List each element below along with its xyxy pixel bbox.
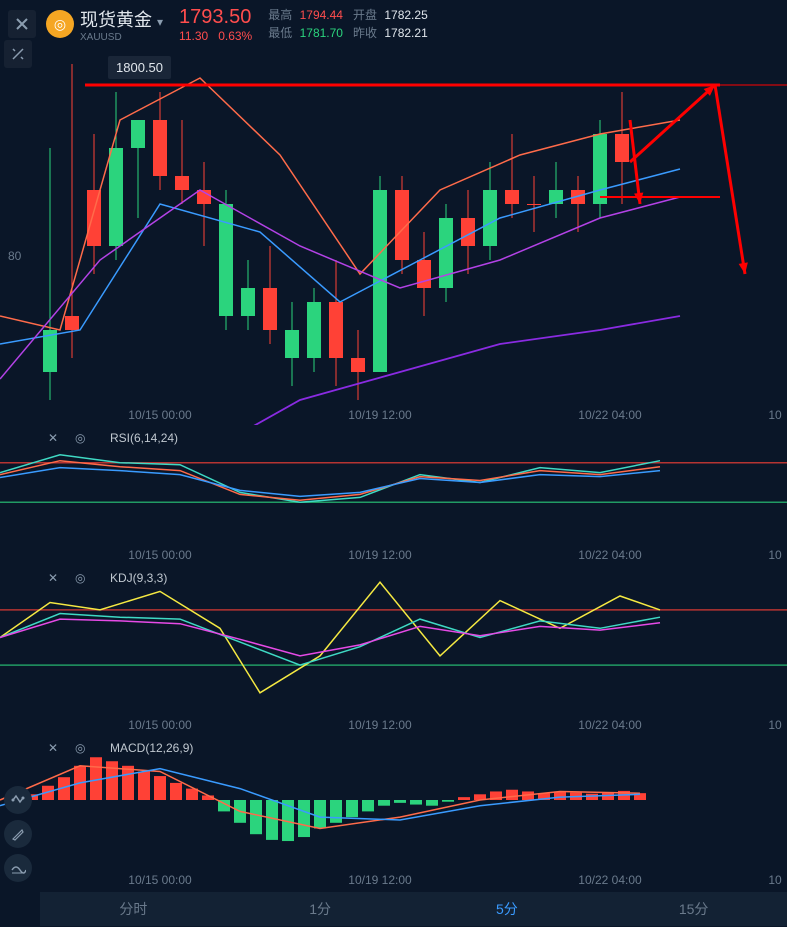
draw-tool-icon[interactable] [4, 820, 32, 848]
prev-value: 1782.21 [384, 26, 427, 40]
chart-type-tool-icon[interactable] [4, 854, 32, 882]
timeframe-bar: 分时 1分 5分 15分 [40, 892, 787, 926]
svg-text:10: 10 [768, 873, 782, 887]
prev-label: 昨收 [353, 26, 377, 40]
rsi-label: RSI(6,14,24) [110, 431, 178, 445]
macd-close-icon[interactable]: ✕ [48, 741, 58, 755]
symbol-icon: ◎ [46, 10, 74, 38]
svg-text:10/22 04:00: 10/22 04:00 [578, 718, 642, 732]
svg-text:10/19 12:00: 10/19 12:00 [348, 873, 412, 887]
svg-text:10: 10 [768, 548, 782, 562]
macd-panel[interactable]: 10/15 00:0010/19 12:0010/22 04:0010 ✕ ◎ … [0, 735, 787, 890]
svg-text:10/22 04:00: 10/22 04:00 [578, 548, 642, 562]
svg-text:10/15 00:00: 10/15 00:00 [128, 408, 192, 422]
svg-text:10/22 04:00: 10/22 04:00 [578, 873, 642, 887]
high-value: 1794.44 [300, 8, 343, 22]
svg-text:80: 80 [8, 249, 22, 263]
kdj-close-icon[interactable]: ✕ [48, 571, 58, 585]
crosshair-icon[interactable] [4, 40, 32, 68]
last-price: 1793.50 [179, 6, 252, 29]
high-label: 最高 [268, 8, 292, 22]
svg-text:10/15 00:00: 10/15 00:00 [128, 873, 192, 887]
svg-text:10/15 00:00: 10/15 00:00 [128, 548, 192, 562]
ohlc-stats: 最高 1794.44 开盘 1782.25 最低 1781.70 昨收 1782… [268, 6, 428, 42]
price-block: 1793.50 11.30 0.63% [179, 6, 252, 43]
kdj-label: KDJ(9,3,3) [110, 571, 167, 585]
indicators-tool-icon[interactable] [4, 786, 32, 814]
rsi-settings-icon[interactable]: ◎ [75, 431, 85, 445]
svg-text:10/22 04:00: 10/22 04:00 [578, 408, 642, 422]
macd-label: MACD(12,26,9) [110, 741, 193, 755]
svg-text:10: 10 [768, 718, 782, 732]
main-chart-panel[interactable]: 80 10/15 00:00 10/19 12:00 10/22 04:00 10 [0, 50, 787, 425]
open-label: 开盘 [353, 8, 377, 22]
kdj-settings-icon[interactable]: ◎ [75, 571, 85, 585]
price-change: 11.30 [179, 29, 208, 43]
low-label: 最低 [268, 26, 292, 40]
price-change-pct: 0.63% [218, 29, 252, 43]
tf-tick[interactable]: 分时 [40, 891, 227, 927]
symbol-title-block[interactable]: 现货黄金 ▾ XAUUSD [80, 6, 163, 43]
svg-text:10/15 00:00: 10/15 00:00 [128, 718, 192, 732]
rsi-panel[interactable]: 10/15 00:0010/19 12:0010/22 04:0010 ✕ ◎ … [0, 425, 787, 565]
svg-text:10/19 12:00: 10/19 12:00 [348, 718, 412, 732]
tf-15min[interactable]: 15分 [600, 891, 787, 927]
tf-5min[interactable]: 5分 [414, 891, 601, 927]
chart-header: ◎ 现货黄金 ▾ XAUUSD 1793.50 11.30 0.63% 最高 1… [0, 0, 787, 48]
left-toolbar [4, 786, 32, 882]
svg-text:10/19 12:00: 10/19 12:00 [348, 548, 412, 562]
close-icon[interactable] [8, 10, 36, 38]
svg-text:10: 10 [768, 408, 782, 422]
low-value: 1781.70 [300, 26, 343, 40]
tf-1min[interactable]: 1分 [227, 891, 414, 927]
kdj-panel[interactable]: 10/15 00:0010/19 12:0010/22 04:0010 ✕ ◎ … [0, 565, 787, 735]
macd-settings-icon[interactable]: ◎ [75, 741, 85, 755]
open-value: 1782.25 [384, 8, 427, 22]
symbol-code: XAUUSD [80, 32, 163, 43]
symbol-name: 现货黄金 [80, 10, 152, 30]
rsi-close-icon[interactable]: ✕ [48, 431, 58, 445]
svg-text:10/19 12:00: 10/19 12:00 [348, 408, 412, 422]
